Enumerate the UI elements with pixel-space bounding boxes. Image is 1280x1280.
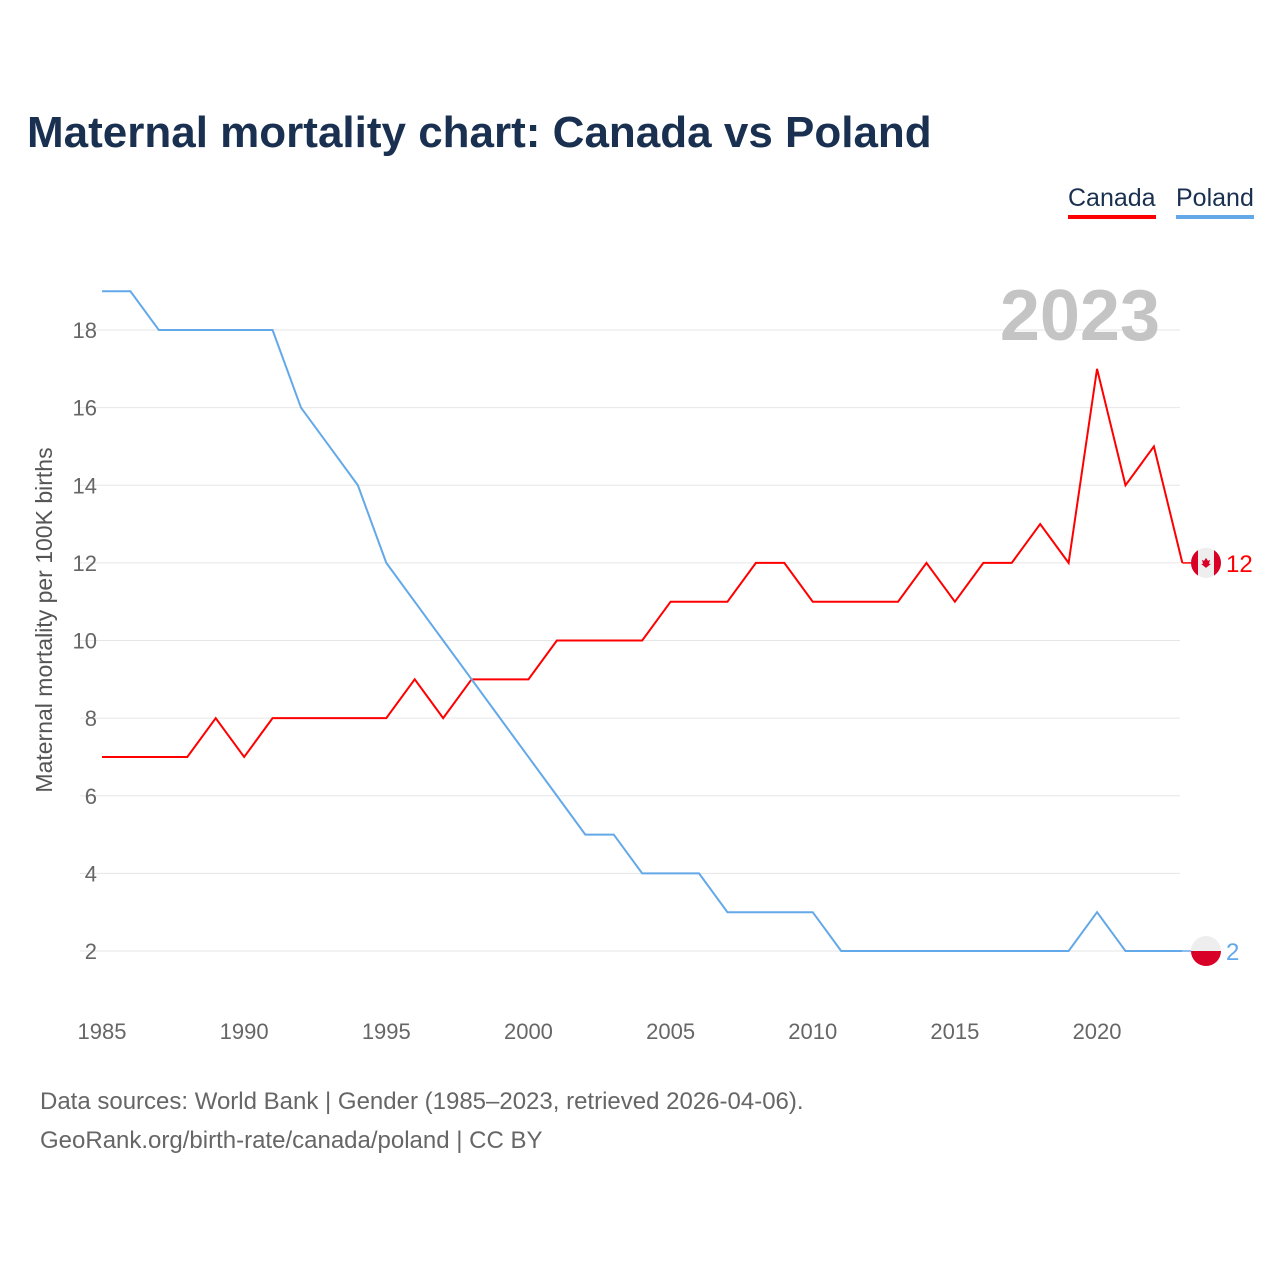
end-value-label: 12 <box>1226 551 1253 578</box>
y-tick-label: 10 <box>73 629 97 654</box>
y-tick-label: 6 <box>85 784 97 809</box>
year-watermark: 2023 <box>1000 276 1160 356</box>
footer-sources: Data sources: World Bank | Gender (1985–… <box>40 1088 804 1115</box>
legend-poland[interactable]: Poland <box>1176 184 1254 219</box>
poland-flag-icon <box>1191 936 1221 966</box>
x-tick-label: 1985 <box>78 1019 127 1044</box>
canada-flag-icon <box>1191 547 1221 578</box>
legend-canada[interactable]: Canada <box>1068 184 1156 219</box>
y-tick-label: 8 <box>85 706 97 731</box>
y-tick-label: 12 <box>73 551 97 576</box>
footer-link[interactable]: GeoRank.org/birth-rate/canada/poland | C… <box>40 1127 543 1154</box>
x-tick-label: 2015 <box>930 1019 979 1044</box>
y-tick-label: 18 <box>73 318 97 343</box>
x-tick-label: 1995 <box>362 1019 411 1044</box>
series-line-canada <box>102 368 1184 759</box>
x-tick-label: 2020 <box>1073 1019 1122 1044</box>
x-tick-label: 2005 <box>646 1019 695 1044</box>
x-tick-label: 2000 <box>504 1019 553 1044</box>
y-tick-label: 2 <box>85 939 97 964</box>
y-axis-label: Maternal mortality per 100K births <box>31 447 57 792</box>
y-tick-label: 14 <box>73 473 97 498</box>
x-tick-label: 2010 <box>788 1019 837 1044</box>
y-tick-label: 16 <box>73 396 97 421</box>
chart-title: Maternal mortality chart: Canada vs Pola… <box>27 108 932 157</box>
series-line-poland <box>102 290 1183 952</box>
end-value-label: 2 <box>1226 939 1239 966</box>
y-tick-label: 4 <box>85 861 97 886</box>
x-tick-label: 1990 <box>220 1019 269 1044</box>
